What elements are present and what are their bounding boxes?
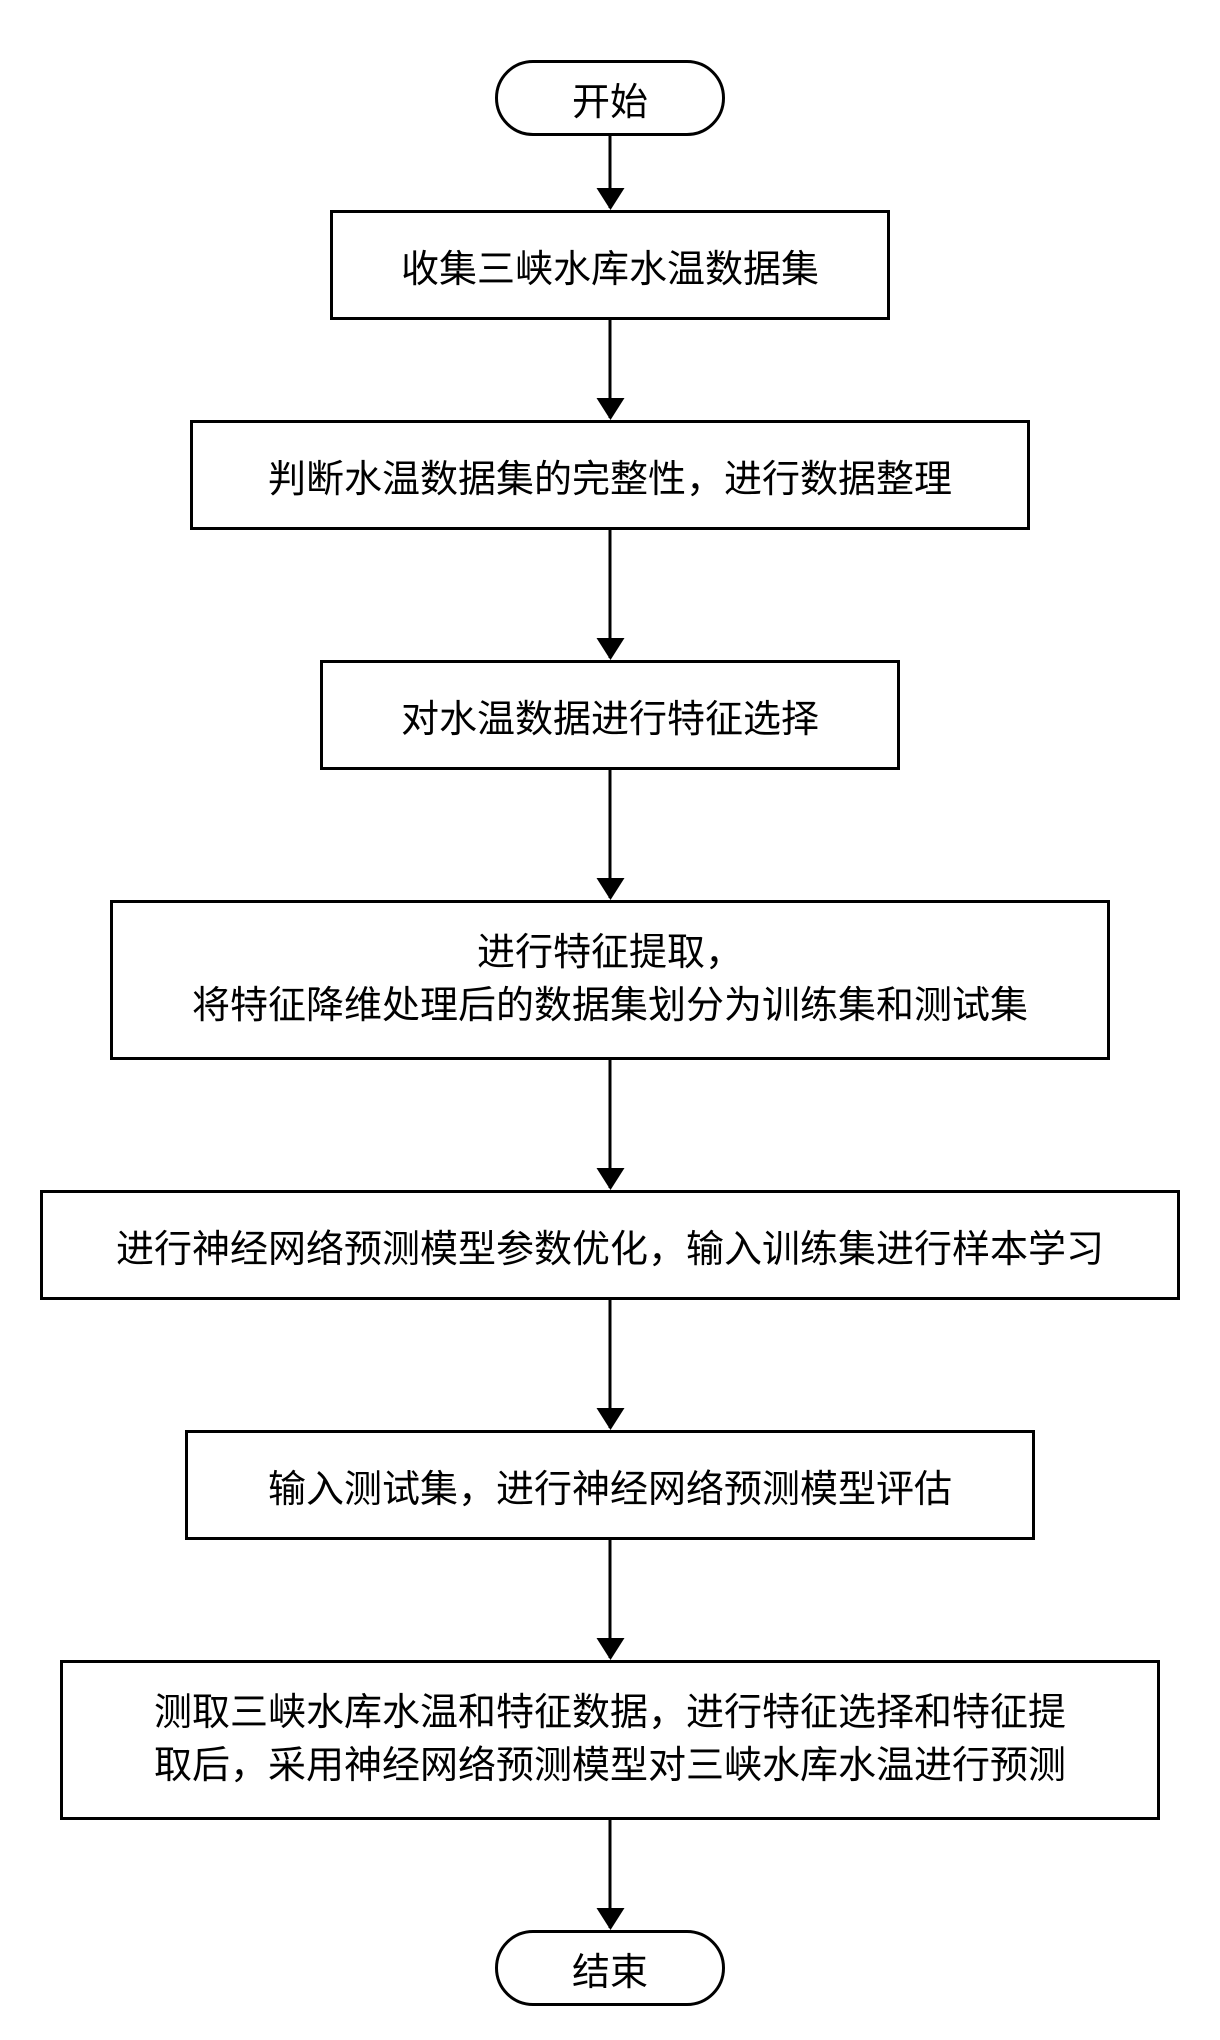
arrow-7: [609, 1540, 612, 1658]
step7-process: 测取三峡水库水温和特征数据，进行特征选择和特征提 取后，采用神经网络预测模型对三…: [60, 1660, 1160, 1820]
step3-process: 对水温数据进行特征选择: [320, 660, 900, 770]
arrow-1: [609, 136, 612, 208]
arrow-8: [609, 1820, 612, 1928]
step6-label: 输入测试集，进行神经网络预测模型评估: [268, 1458, 952, 1513]
end-terminal: 结束: [495, 1930, 725, 2006]
step7-label-line2: 取后，采用神经网络预测模型对三峡水库水温进行预测: [154, 1740, 1066, 1793]
step6-process: 输入测试集，进行神经网络预测模型评估: [185, 1430, 1035, 1540]
arrow-2: [609, 320, 612, 418]
step4-label-line1: 进行特征提取，: [477, 927, 743, 980]
step2-process: 判断水温数据集的完整性，进行数据整理: [190, 420, 1030, 530]
step3-label: 对水温数据进行特征选择: [401, 688, 819, 743]
start-terminal: 开始: [495, 60, 725, 136]
arrow-6: [609, 1300, 612, 1428]
step1-label: 收集三峡水库水温数据集: [401, 238, 819, 293]
step2-label: 判断水温数据集的完整性，进行数据整理: [268, 448, 952, 503]
end-label: 结束: [572, 1941, 648, 1996]
arrow-5: [609, 1060, 612, 1188]
step1-process: 收集三峡水库水温数据集: [330, 210, 890, 320]
step7-label-line1: 测取三峡水库水温和特征数据，进行特征选择和特征提: [154, 1687, 1066, 1740]
step5-label: 进行神经网络预测模型参数优化，输入训练集进行样本学习: [116, 1218, 1104, 1273]
arrow-3: [609, 530, 612, 658]
step5-process: 进行神经网络预测模型参数优化，输入训练集进行样本学习: [40, 1190, 1180, 1300]
arrow-4: [609, 770, 612, 898]
start-label: 开始: [572, 71, 648, 126]
step4-process: 进行特征提取， 将特征降维处理后的数据集划分为训练集和测试集: [110, 900, 1110, 1060]
flowchart-container: 开始 收集三峡水库水温数据集 判断水温数据集的完整性，进行数据整理 对水温数据进…: [0, 0, 1220, 2040]
step4-label-line2: 将特征降维处理后的数据集划分为训练集和测试集: [192, 980, 1028, 1033]
